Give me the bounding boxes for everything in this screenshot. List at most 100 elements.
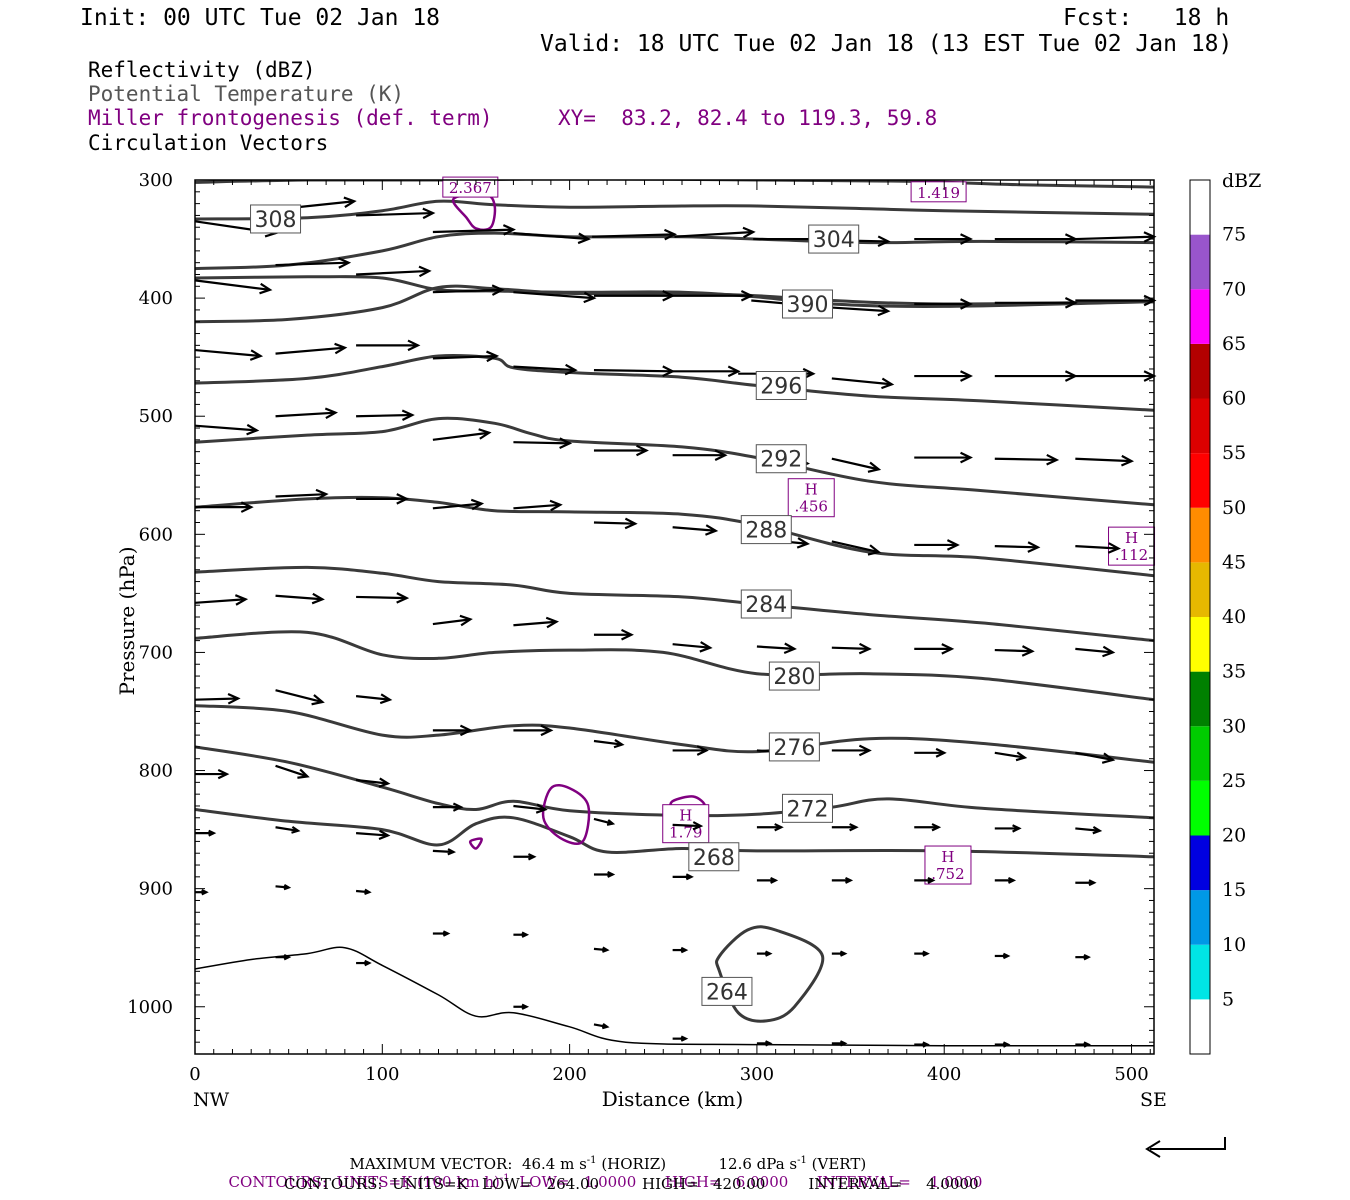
y-tick-label: 900 (139, 879, 173, 900)
contours-fronto-exp: -1 (499, 1173, 510, 1184)
theta-label: 308 (255, 208, 297, 233)
circulation-vector (432, 930, 451, 937)
theta-label-box (688, 842, 740, 872)
circulation-vector (914, 643, 955, 655)
y-tick-label: 500 (139, 406, 173, 427)
circulation-vector (831, 876, 854, 884)
circulation-vector (593, 739, 625, 749)
colorbar-level-label: 30 (1222, 715, 1246, 737)
theta-label-box (808, 224, 860, 254)
theta-label: 288 (745, 519, 787, 544)
colorbar-level-label: 20 (1222, 825, 1246, 847)
circulation-vector (275, 689, 325, 706)
circulation-vector (914, 370, 973, 382)
theta-contour-264 (715, 925, 825, 1023)
circulation-vector (432, 724, 473, 737)
theta-label: 390 (786, 293, 828, 318)
circulation-vector (914, 298, 973, 310)
circulation-vector (513, 1003, 530, 1010)
circulation-vector (432, 284, 505, 296)
circulation-vector (994, 645, 1035, 657)
colorbar-level-label: 10 (1222, 934, 1246, 956)
circulation-vector (513, 803, 548, 814)
footer-max-vector: MAXIMUM VECTOR: 46.4 m s-1 (HORIZ) 12.6 … (340, 1141, 867, 1172)
circulation-vector (914, 876, 936, 884)
circulation-vector (756, 823, 784, 832)
circulation-vector (275, 592, 325, 605)
colorbar-segment (1190, 944, 1210, 1000)
theta-label-box (755, 444, 807, 474)
theta-label-box (781, 793, 833, 823)
colorbar-segment (1190, 890, 1210, 945)
colorbar-level-label: 70 (1222, 278, 1246, 300)
circulation-vector (432, 614, 473, 627)
init-time: Init: 00 UTC Tue 02 Jan 18 (80, 5, 441, 31)
circulation-vector (195, 889, 209, 896)
contours-fronto-range: LOW= 1.0000 HIGH= 6.0000 INTERVAL= 1.000… (509, 1173, 983, 1191)
theta-label: 292 (760, 448, 802, 473)
circulation-vector (275, 342, 348, 355)
circulation-vector (1075, 751, 1116, 764)
circulation-vector (432, 498, 485, 511)
y-tick-label: 1000 (127, 997, 173, 1018)
circulation-vector (994, 233, 1078, 245)
circulation-vector (1075, 370, 1157, 382)
circulation-vector (756, 950, 773, 957)
circulation-vector (593, 517, 638, 530)
colorbar-segment (1190, 835, 1210, 891)
theta-label-box (781, 289, 833, 319)
colorbar-segment (1190, 398, 1210, 454)
circulation-vector (1075, 645, 1116, 658)
max-vector-horiz-exp: -1 (586, 1155, 597, 1166)
circulation-vector (994, 952, 1011, 960)
circulation-vector (756, 1040, 773, 1047)
circulation-vector (275, 488, 329, 501)
circulation-vector (513, 931, 530, 938)
forecast-hour: Fcst: 18 h (1063, 5, 1230, 31)
theta-contour-276 (195, 704, 1154, 764)
theta-label: 284 (745, 593, 787, 618)
circulation-vector (994, 824, 1022, 833)
colorbar-level-label: 50 (1222, 497, 1246, 519)
theta-label: 280 (773, 665, 815, 690)
colorbar-segment (1190, 343, 1210, 399)
frontogenesis-contour (541, 784, 591, 845)
circulation-vector (672, 641, 713, 653)
circulation-vector (756, 642, 797, 655)
circulation-vector (994, 1041, 1011, 1048)
x-tick-label: 400 (927, 1064, 961, 1085)
circulation-vector (831, 457, 882, 473)
circulation-vector (275, 953, 292, 961)
circulation-vector (194, 279, 273, 295)
theta-label-box (740, 589, 792, 619)
theta-label-box (768, 732, 820, 762)
frontogenesis-label: H (805, 481, 818, 499)
x-tick-label: 100 (365, 1064, 399, 1085)
circulation-vector (195, 768, 230, 780)
y-tick-label: 800 (139, 761, 173, 782)
circulation-vector (194, 348, 264, 361)
circulation-vector (432, 428, 492, 441)
surface-line (195, 946, 1154, 1047)
x-end-label-nw: NW (193, 1089, 230, 1111)
y-axis-label: Pressure (hPa) (115, 547, 139, 696)
circulation-vector (914, 1041, 930, 1048)
circulation-vector (914, 451, 973, 464)
frontogenesis-label: 1.419 (917, 184, 960, 202)
circulation-vector (275, 764, 310, 779)
circulation-vector (194, 423, 260, 436)
colorbar-level-label: 40 (1222, 606, 1246, 628)
circulation-vector (672, 946, 689, 954)
circulation-vector (914, 233, 973, 245)
colorbar-level-label: 15 (1222, 879, 1246, 901)
circulation-vector (994, 370, 1078, 382)
colorbar-level-label: 35 (1222, 661, 1246, 683)
theta-contour-308 (195, 180, 1154, 189)
circulation-vector (432, 802, 464, 812)
colorbar-segment (1190, 234, 1210, 290)
circulation-vector (914, 747, 947, 758)
circulation-vector (674, 226, 756, 239)
circulation-vector (1075, 953, 1091, 961)
